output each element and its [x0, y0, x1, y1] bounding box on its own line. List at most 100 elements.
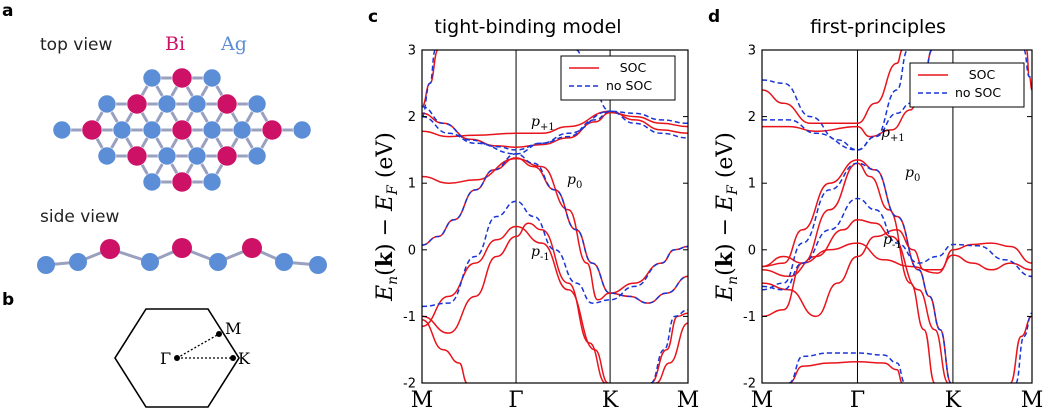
bi-atom	[126, 93, 148, 115]
band-nosoc	[650, 308, 688, 383]
bands	[422, 50, 688, 383]
element-label-bi: Bi	[165, 33, 185, 55]
legend: SOC no SOC	[560, 55, 676, 101]
band-nosoc	[422, 153, 688, 304]
ag-atom	[187, 94, 207, 114]
bi-atom	[171, 119, 193, 141]
y-axis-label: En(k) − EF (eV)	[712, 132, 741, 302]
plot-frame	[761, 49, 1033, 384]
band-nosoc	[788, 352, 906, 383]
ag-atom	[202, 172, 222, 192]
ag-atom-side	[275, 253, 293, 271]
band-nosoc	[762, 197, 1032, 291]
k-label: K	[238, 349, 251, 368]
plot-frame	[421, 49, 689, 384]
band-soc	[422, 110, 688, 138]
bi-atom	[171, 67, 193, 89]
ag-atom	[202, 68, 222, 88]
ag-atom	[97, 146, 117, 166]
annotation-p-minus1: p-1	[531, 244, 550, 263]
lattice-side-view	[37, 238, 327, 274]
legend-box	[909, 62, 1025, 108]
kpoint-label: Γ	[508, 388, 523, 413]
gamma-label: Γ	[160, 349, 171, 368]
legend-label-soc: SOC	[620, 60, 647, 75]
ag-atom	[187, 146, 207, 166]
bi-atom-side	[242, 238, 262, 258]
band-nosoc	[1023, 50, 1032, 81]
panel-label-d: d	[708, 7, 720, 27]
panel-label-c: c	[368, 7, 378, 27]
annotation-p-minus1: p-1	[883, 232, 902, 251]
ytick-label: 2	[748, 110, 756, 125]
band-soc	[422, 111, 688, 148]
kpoint-label: Γ	[850, 388, 865, 413]
ag-atom	[232, 120, 252, 140]
k-point	[230, 355, 236, 361]
element-label-ag: Ag	[220, 33, 247, 55]
gamma-point	[174, 355, 180, 361]
band-nosoc	[422, 105, 688, 151]
brillouin-zone: Γ K M	[114, 308, 251, 408]
bi-atom	[261, 119, 283, 141]
legend-box	[560, 55, 676, 101]
band-soc	[788, 360, 903, 383]
annotation-p0: p0	[567, 172, 582, 191]
ytick-label: 2	[408, 110, 416, 125]
ag-atom	[142, 120, 162, 140]
ag-atom	[142, 68, 162, 88]
kpoint-label: K	[602, 388, 619, 413]
ytick-label: 0	[748, 243, 756, 258]
band-nosoc	[762, 50, 933, 151]
panel-label-b: b	[2, 290, 14, 310]
lattice-top-view	[52, 67, 312, 193]
ag-atom-side	[209, 253, 227, 271]
band-soc	[762, 162, 936, 383]
band-soc	[422, 157, 688, 301]
band-soc	[762, 159, 952, 383]
kpoint-label: M	[411, 388, 434, 413]
y-axis-label: En(k) − EF (eV)	[372, 132, 401, 302]
ytick-label: -2	[743, 377, 756, 392]
annotation-p0: p0	[905, 165, 920, 184]
panel-label-a: a	[2, 1, 13, 21]
m-point	[216, 331, 222, 337]
band-soc	[762, 229, 1032, 318]
ag-atom	[97, 94, 117, 114]
band-soc	[422, 225, 609, 383]
chart-title-d: first-principles	[810, 16, 946, 38]
gamma-m-line	[176, 333, 220, 359]
ytick-label: 1	[408, 177, 416, 192]
bi-atom-side	[172, 238, 192, 258]
side-view-label: side view	[40, 207, 119, 227]
bi-atom	[81, 119, 103, 141]
ag-atom	[247, 94, 267, 114]
band-soc	[762, 50, 903, 125]
ytick-label: -1	[403, 310, 416, 325]
band-nosoc	[422, 50, 437, 118]
m-label: M	[225, 319, 241, 338]
ag-atom-side	[69, 253, 87, 271]
kpoint-label: M	[1021, 388, 1044, 413]
kpoint-label: M	[751, 388, 774, 413]
ag-atom	[247, 146, 267, 166]
legend-label-nosoc: no SOC	[955, 85, 1001, 100]
ytick-label: -2	[403, 377, 416, 392]
legend: SOC no SOC	[909, 62, 1025, 108]
ag-atom	[52, 120, 72, 140]
brillouin-hexagon	[114, 308, 240, 408]
ytick-label: -1	[743, 310, 756, 325]
band-soc	[422, 318, 468, 383]
ag-atom	[157, 146, 177, 166]
ag-atom	[292, 120, 312, 140]
band-soc	[762, 219, 950, 383]
ag-atom	[142, 172, 162, 192]
band-nosoc	[1015, 312, 1032, 383]
kpoint-label: K	[945, 388, 962, 413]
ag-atom	[112, 120, 132, 140]
legend-label-nosoc: no SOC	[606, 78, 652, 93]
band-soc	[655, 322, 688, 383]
band-nosoc	[422, 200, 688, 308]
band-soc	[422, 50, 439, 108]
